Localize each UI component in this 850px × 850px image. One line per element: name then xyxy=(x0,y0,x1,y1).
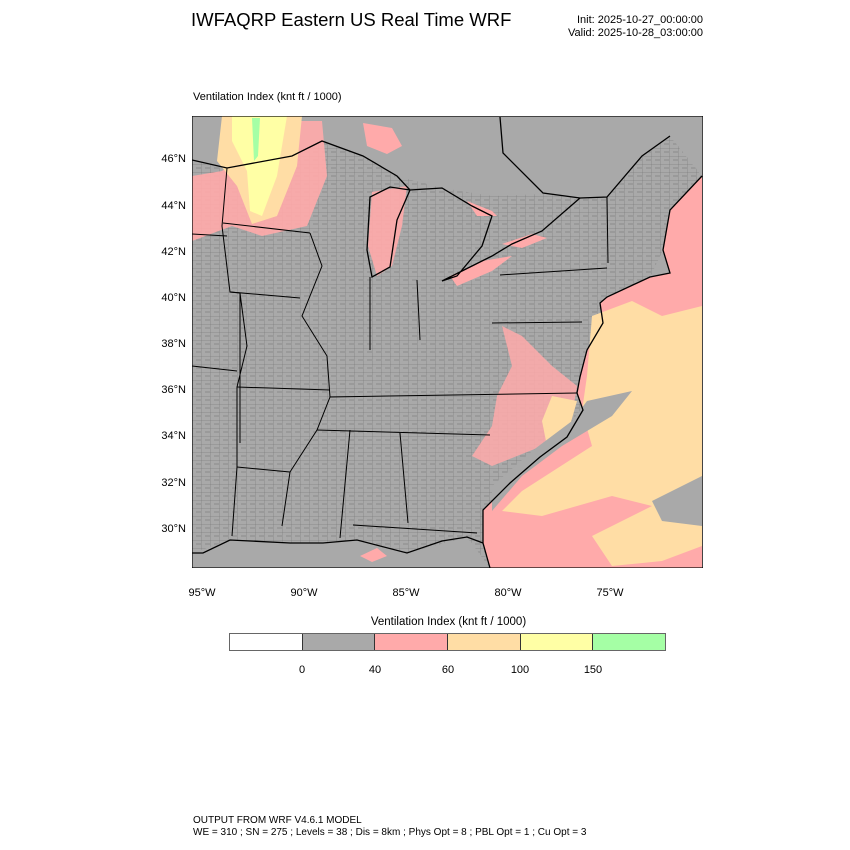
init-time: Init: 2025-10-27_00:00:00 xyxy=(577,14,703,26)
region-peach-nc xyxy=(542,396,577,446)
region-pink-huron xyxy=(467,201,497,216)
lat-label: 36°N xyxy=(161,384,186,396)
colorbar xyxy=(229,633,666,651)
lat-label: 30°N xyxy=(161,523,186,535)
lat-label: 32°N xyxy=(161,477,186,489)
colorbar-title: Ventilation Index (knt ft / 1000) xyxy=(370,616,527,628)
colorbar-segment xyxy=(520,634,594,650)
page-title: IWFAQRP Eastern US Real Time WRF xyxy=(191,9,512,30)
coastlines xyxy=(192,116,703,568)
model-info-line1: OUTPUT FROM WRF V4.6.1 MODEL xyxy=(193,815,362,826)
region-gray-atlantic-band2 xyxy=(652,476,702,526)
model-info: OUTPUT FROM WRF V4.6.1 MODEL WE = 310 ; … xyxy=(193,815,586,839)
region-green-mn xyxy=(252,118,260,161)
lat-label: 40°N xyxy=(161,292,186,304)
region-gray-atlantic-band xyxy=(492,391,632,511)
region-pink-michigan xyxy=(368,186,407,276)
colorbar-label: 0 xyxy=(298,664,306,676)
plot-subtitle: Ventilation Index (knt ft / 1000) xyxy=(193,91,342,103)
colorbar-segment xyxy=(302,634,376,650)
colorbar-label: 60 xyxy=(441,664,455,676)
colorbar-label: 150 xyxy=(583,664,603,676)
lon-label: 90°W xyxy=(290,587,318,599)
region-yellow-mn xyxy=(232,116,287,216)
region-peach-atlantic xyxy=(502,301,702,566)
lon-label: 85°W xyxy=(392,587,420,599)
colorbar-segment xyxy=(230,634,303,650)
colorbar-label: 40 xyxy=(368,664,382,676)
region-pink-gulf xyxy=(360,548,387,562)
county-lines xyxy=(192,136,702,568)
lat-label: 42°N xyxy=(161,246,186,258)
map xyxy=(192,116,703,568)
lat-label: 46°N xyxy=(161,153,186,165)
colorbar-segment xyxy=(375,634,449,650)
region-pink-superior xyxy=(363,123,402,154)
lon-label: 75°W xyxy=(596,587,624,599)
lon-label: 95°W xyxy=(188,587,216,599)
lon-label: 80°W xyxy=(494,587,522,599)
model-info-line2: WE = 310 ; SN = 275 ; Levels = 38 ; Dis … xyxy=(193,827,587,838)
time-info: Init: 2025-10-27_00:00:00 Valid: 2025-10… xyxy=(568,14,703,40)
colorbar-label: 100 xyxy=(510,664,530,676)
lat-label: 38°N xyxy=(161,338,186,350)
valid-time: Valid: 2025-10-28_03:00:00 xyxy=(568,27,703,39)
region-pink-erie xyxy=(450,256,512,286)
colorbar-segment xyxy=(448,634,521,650)
region-pink-ontario xyxy=(502,234,547,248)
state-borders xyxy=(192,167,609,539)
colorbar-segment xyxy=(593,634,666,650)
lat-label: 34°N xyxy=(161,430,186,442)
lat-label: 44°N xyxy=(161,200,186,212)
